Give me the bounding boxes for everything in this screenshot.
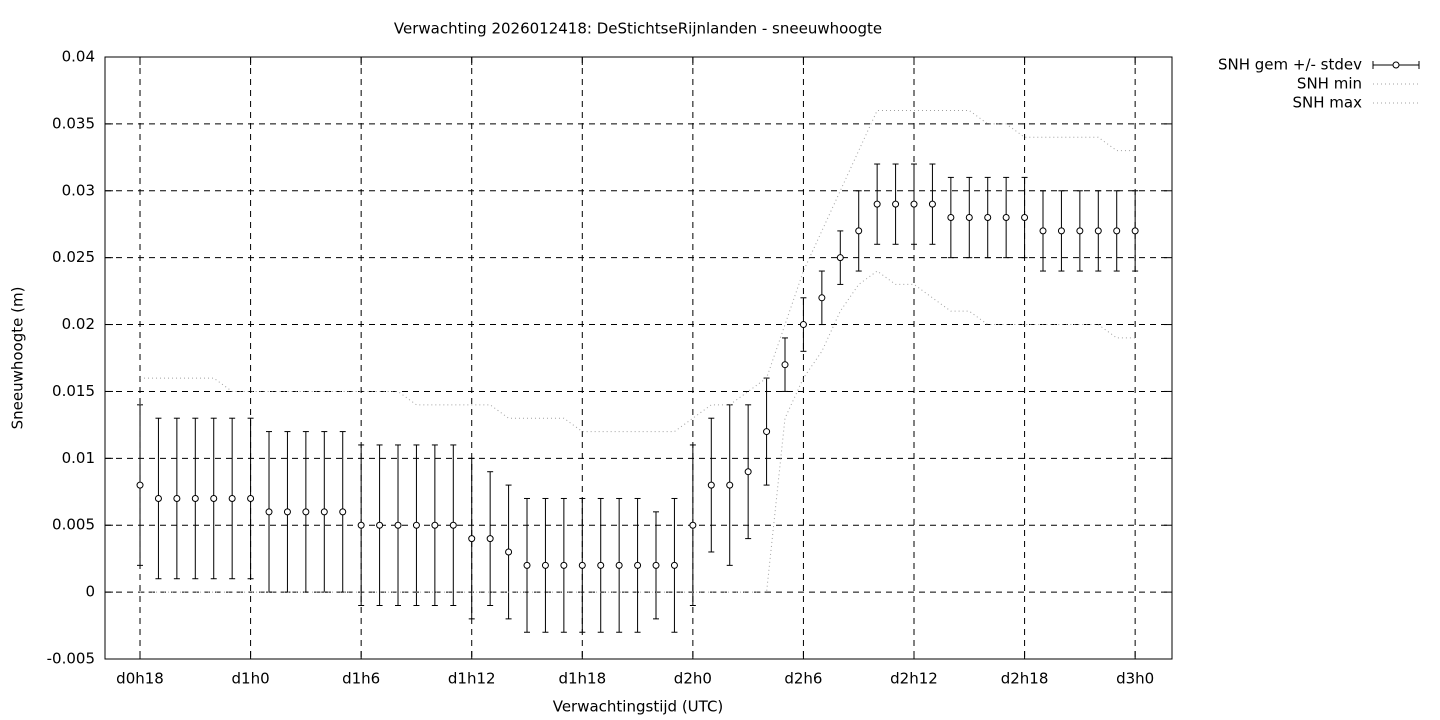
- point: [1113, 227, 1121, 235]
- y-tick-label: -0.005: [47, 650, 95, 668]
- point: [320, 508, 328, 516]
- x-tick-label: d1h6: [342, 670, 380, 688]
- point: [154, 494, 162, 502]
- point: [486, 535, 494, 543]
- point: [597, 561, 605, 569]
- point: [505, 548, 513, 556]
- x-tick-label: d2h0: [674, 670, 712, 688]
- point: [173, 494, 181, 502]
- chart-title: Verwachting 2026012418: DeStichtseRijnla…: [394, 20, 882, 38]
- point: [468, 535, 476, 543]
- y-tick-label: 0.04: [62, 48, 95, 66]
- x-tick-label: d2h18: [1001, 670, 1049, 688]
- point: [634, 561, 642, 569]
- point: [376, 521, 384, 529]
- plot-frame: [104, 56, 1173, 660]
- y-tick-label: 0: [85, 583, 95, 601]
- point: [799, 321, 807, 329]
- x-tick-label: d1h0: [232, 670, 270, 688]
- point: [578, 561, 586, 569]
- point: [1131, 227, 1139, 235]
- y-tick-label: 0.02: [62, 315, 95, 333]
- point: [357, 521, 365, 529]
- point: [928, 200, 936, 208]
- point: [339, 508, 347, 516]
- point: [689, 521, 697, 529]
- y-tick-label: 0.035: [52, 114, 95, 132]
- x-axis-label: Verwachtingstijd (UTC): [553, 698, 724, 716]
- x-tick-label: d3h0: [1116, 670, 1154, 688]
- point: [873, 200, 881, 208]
- legend-label: SNH gem +/- stdev: [1218, 56, 1362, 74]
- y-tick-label: 0.01: [62, 449, 95, 467]
- legend-sample: [1392, 61, 1400, 69]
- point: [302, 508, 310, 516]
- y-tick-label: 0.025: [52, 248, 95, 266]
- point: [984, 214, 992, 222]
- y-tick-label: 0.015: [52, 382, 95, 400]
- point: [892, 200, 900, 208]
- point: [707, 481, 715, 489]
- point: [947, 214, 955, 222]
- point: [449, 521, 457, 529]
- point: [1094, 227, 1102, 235]
- y-axis-label: Sneeuwhoogte (m): [9, 287, 27, 430]
- point: [136, 481, 144, 489]
- x-tick-label: d1h18: [558, 670, 606, 688]
- point: [247, 494, 255, 502]
- point: [541, 561, 549, 569]
- x-tick-label: d1h12: [448, 670, 496, 688]
- x-tick-label: d2h12: [890, 670, 938, 688]
- line: [140, 110, 1136, 433]
- point: [412, 521, 420, 529]
- point: [744, 468, 752, 476]
- x-tick-label: d0h18: [116, 670, 164, 688]
- point: [431, 521, 439, 529]
- point: [965, 214, 973, 222]
- x-tick-label: d2h6: [784, 670, 822, 688]
- point: [855, 227, 863, 235]
- point: [560, 561, 568, 569]
- point: [228, 494, 236, 502]
- point: [210, 494, 218, 502]
- point: [1039, 227, 1047, 235]
- point: [1057, 227, 1065, 235]
- point: [394, 521, 402, 529]
- point: [836, 254, 844, 262]
- legend-label: SNH max: [1293, 94, 1363, 112]
- point: [523, 561, 531, 569]
- y-tick-label: 0.005: [52, 516, 95, 534]
- point: [1076, 227, 1084, 235]
- point: [615, 561, 623, 569]
- point: [191, 494, 199, 502]
- point: [781, 361, 789, 369]
- legend-label: SNH min: [1297, 75, 1362, 93]
- point: [726, 481, 734, 489]
- point: [763, 428, 771, 436]
- y-tick-label: 0.03: [62, 181, 95, 199]
- point: [265, 508, 273, 516]
- point: [1002, 214, 1010, 222]
- point: [1021, 214, 1029, 222]
- point: [652, 561, 660, 569]
- point: [910, 200, 918, 208]
- point: [818, 294, 826, 302]
- point: [283, 508, 291, 516]
- point: [670, 561, 678, 569]
